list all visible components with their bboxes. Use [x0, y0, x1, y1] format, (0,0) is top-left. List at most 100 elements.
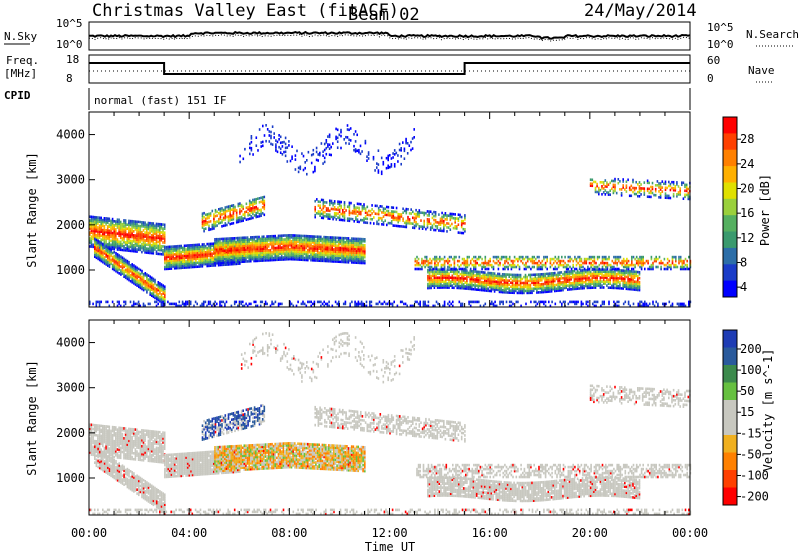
heatmap-cell [96, 239, 98, 242]
heatmap-cell [528, 280, 530, 283]
heatmap-cell [462, 262, 464, 265]
heatmap-cell [174, 253, 176, 256]
heatmap-cell [140, 245, 142, 248]
heatmap-cell [314, 235, 316, 238]
heatmap-cell [427, 210, 429, 213]
heatmap-cell [423, 212, 425, 215]
heatmap-cell [478, 256, 480, 259]
heatmap-cell [556, 284, 558, 287]
heatmap-cell [257, 197, 259, 200]
heatmap-cell [422, 226, 424, 229]
heatmap-cell [355, 206, 357, 209]
heatmap-cell [608, 264, 610, 267]
heatmap-cell [410, 222, 412, 225]
heatmap-cell [333, 236, 335, 239]
heatmap-cell [257, 215, 259, 218]
heatmap-cell [524, 264, 526, 267]
heatmap-cell [100, 238, 102, 241]
heatmap-cell [480, 264, 482, 267]
heatmap-cell [452, 268, 454, 271]
heatmap-cell [250, 242, 252, 245]
heatmap-cell [177, 245, 179, 248]
heatmap-cell [603, 286, 605, 289]
heatmap-cell [365, 207, 367, 210]
heatmap-cell [588, 277, 590, 280]
heatmap-cell [200, 245, 202, 248]
heatmap-cell [367, 206, 369, 209]
heatmap-cell [530, 274, 532, 277]
heatmap-cell [118, 272, 120, 275]
heatmap-cell [531, 278, 533, 281]
heatmap-cell [117, 218, 119, 221]
heatmap-cell [205, 227, 207, 230]
heatmap-cell [448, 222, 450, 225]
heatmap-cell [242, 237, 244, 240]
heatmap-cell [427, 283, 429, 286]
heatmap-cell [94, 238, 96, 241]
heatmap-cell [143, 229, 145, 232]
heatmap-cell [525, 290, 527, 293]
heatmap-cell [556, 268, 558, 271]
heatmap-cell [232, 237, 234, 240]
heatmap-cell [128, 261, 130, 264]
heatmap-cell [439, 268, 441, 271]
heatmap-cell [453, 213, 455, 216]
heatmap-cell [607, 262, 609, 265]
heatmap-cell [522, 286, 524, 289]
heatmap-cell [344, 241, 346, 244]
freq-trace [89, 63, 690, 74]
heatmap-cell [107, 217, 109, 220]
nsky-label: N.Sky [4, 30, 37, 43]
heatmap-cell [125, 275, 127, 278]
heatmap-cell [307, 235, 309, 238]
heatmap-cell [458, 231, 460, 234]
heatmap-cell [255, 198, 257, 201]
heatmap-cell [141, 243, 143, 246]
heatmap-cell [460, 285, 462, 288]
heatmap-cell [394, 217, 396, 220]
heatmap-cell [450, 256, 452, 259]
heatmap-cell [130, 240, 132, 243]
heatmap-cell [138, 268, 140, 271]
heatmap-cell [125, 241, 127, 244]
heatmap-cell [210, 228, 212, 231]
heatmap-cell [596, 268, 598, 271]
heatmap-cell [476, 258, 478, 261]
heatmap-cell [458, 271, 460, 274]
heatmap-cell [388, 206, 390, 209]
heatmap-cell [162, 227, 164, 230]
heatmap-cell [489, 258, 491, 261]
heatmap-cell [606, 284, 608, 287]
heatmap-cell [358, 207, 360, 210]
heatmap-cell [565, 271, 567, 274]
heatmap-cell [247, 218, 249, 221]
heatmap-cell [360, 219, 362, 222]
heatmap-cell [208, 243, 210, 246]
heatmap-cell [271, 235, 273, 238]
heatmap-cell [156, 223, 158, 226]
heatmap-cell [255, 236, 257, 239]
heatmap-cell [495, 274, 497, 277]
heatmap-cell [562, 273, 564, 276]
heatmap-cell [414, 217, 416, 220]
heatmap-cell [242, 213, 244, 216]
heatmap-cell [130, 250, 132, 253]
heatmap-cell [601, 280, 603, 283]
heatmap-cell [543, 283, 545, 286]
heatmap-cell [340, 219, 342, 222]
heatmap-cell [133, 234, 135, 237]
heatmap-cell [518, 284, 520, 287]
nsearch-tick-top: 10^5 [707, 21, 734, 34]
heatmap-cell [415, 213, 417, 216]
heatmap-cell [593, 280, 595, 283]
heatmap-cell [518, 274, 520, 277]
heatmap-cell [388, 222, 390, 225]
heatmap-cell [371, 218, 373, 221]
heatmap-cell [339, 209, 341, 212]
heatmap-cell [420, 219, 422, 222]
heatmap-cell [592, 260, 594, 263]
heatmap-cell [533, 260, 535, 263]
heatmap-cell [117, 232, 119, 235]
heatmap-cell [639, 281, 641, 284]
heatmap-cell [335, 236, 337, 239]
